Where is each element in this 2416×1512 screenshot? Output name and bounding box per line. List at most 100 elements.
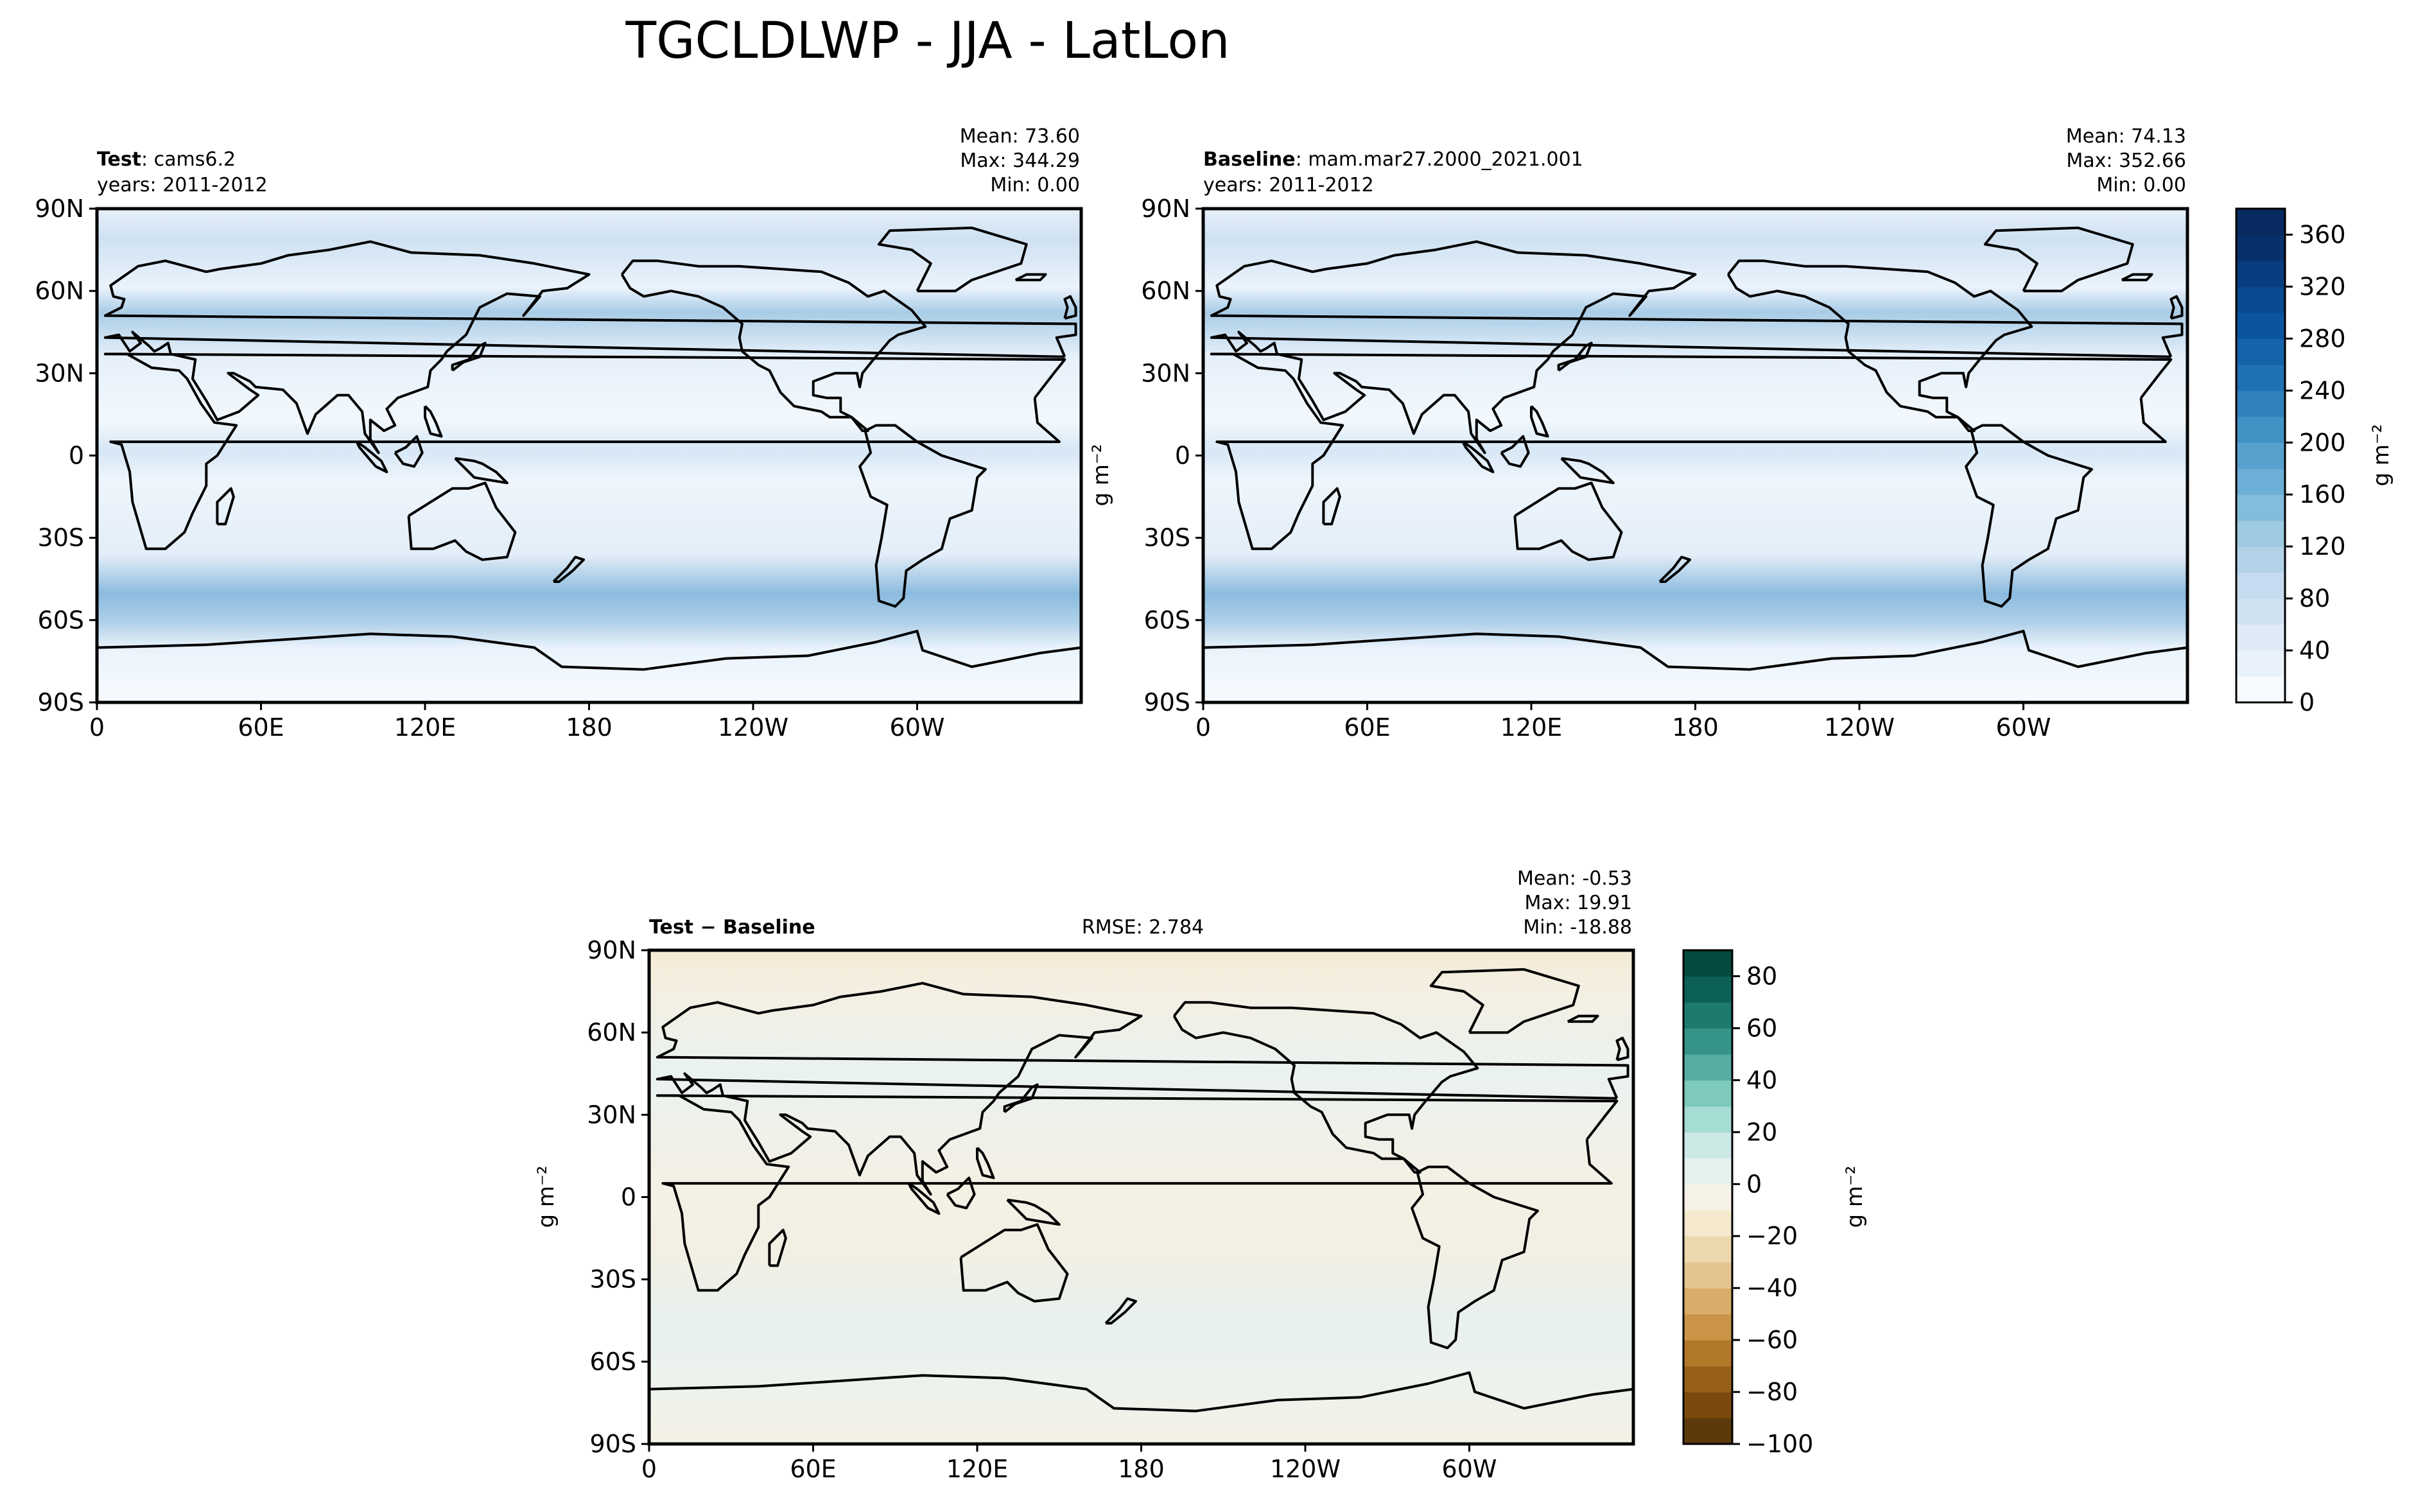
test-min: Min: 0.00 xyxy=(990,174,1080,196)
diff-colorbar-segment xyxy=(1683,1418,1732,1445)
baseline-coast-antarctica xyxy=(1203,629,2188,671)
main-colorbar-tick-label: 40 xyxy=(2299,636,2330,665)
diff-colorbar-tick-label: −80 xyxy=(1746,1378,1798,1406)
baseline-coastlines xyxy=(1203,226,2188,671)
main-colorbar-segment xyxy=(2236,598,2285,625)
test-xtick-label: 120W xyxy=(718,713,788,742)
diff-coast-iceland xyxy=(1567,1014,1599,1023)
baseline-label: Baseline: mam.mar27.2000_2021.001 xyxy=(1203,148,1583,171)
diff-ytick-label: 90N xyxy=(587,936,636,964)
diff-colorbar-tick-label: −40 xyxy=(1746,1274,1798,1302)
difference-panel: 0 60E 120E 180 120W 60W 90N 60N 30N 0 30S 60S 90S Te… xyxy=(534,867,1635,1483)
diff-colorbar-segment xyxy=(1683,1158,1732,1185)
diff-ytick-label: 0 xyxy=(621,1183,636,1212)
baseline-ytick-label: 0 xyxy=(1175,442,1190,470)
baseline-coast-britain xyxy=(2169,295,2184,320)
diff-colorbar-segment xyxy=(1683,1080,1732,1107)
baseline-ytick-label: 30S xyxy=(1144,524,1190,552)
diff-colorbar-segment xyxy=(1683,1054,1732,1081)
diff-units-label: g m⁻² xyxy=(534,1165,559,1228)
baseline-ytick-label: 30N xyxy=(1141,359,1190,387)
main-colorbar-units-label: g m⁻² xyxy=(2368,424,2394,486)
test-max: Max: 344.29 xyxy=(960,150,1080,172)
diff-colorbar-segment xyxy=(1683,1288,1732,1315)
baseline-coast-northAmerica xyxy=(1726,259,2033,432)
baseline-coast-europeAsia xyxy=(1210,240,2184,455)
test-ytick-label: 0 xyxy=(69,442,84,470)
main-colorbar-frame xyxy=(2235,207,2286,704)
baseline-years: years: 2011-2012 xyxy=(1203,174,1374,196)
diff-colorbar-segment xyxy=(1683,1210,1732,1237)
diff-xtick-label: 0 xyxy=(641,1455,657,1483)
baseline-units-label: g m⁻² xyxy=(1088,444,1114,506)
main-colorbar-tick-label: 160 xyxy=(2299,480,2346,508)
diff-max: Max: 19.91 xyxy=(1524,892,1632,914)
diff-xtick-label: 120E xyxy=(946,1455,1009,1483)
test-xtick-label: 180 xyxy=(566,713,613,742)
test-coast-southAmerica xyxy=(858,424,987,608)
baseline-coast-madagascar xyxy=(1322,487,1341,526)
diff-coast-japan xyxy=(1003,1083,1039,1113)
test-xtick-label: 120E xyxy=(394,713,456,742)
diff-colorbar-segment xyxy=(1683,1262,1732,1289)
test-coast-newZealand xyxy=(552,555,585,583)
baseline-xtick-label: 60E xyxy=(1344,713,1390,742)
test-coast-australia xyxy=(407,482,517,561)
test-xtick-label: 0 xyxy=(89,713,105,742)
main-colorbar-tick-label: 360 xyxy=(2299,220,2346,248)
diff-colorbar-tick-label: 40 xyxy=(1746,1066,1777,1094)
diff-coast-newGuinea xyxy=(1006,1198,1061,1226)
diff-coast-antarctica xyxy=(648,1371,1634,1412)
diff-colorbar-segment xyxy=(1683,1236,1732,1263)
baseline-xtick-label: 120W xyxy=(1824,713,1895,742)
baseline-ytick-label: 90S xyxy=(1144,688,1190,717)
page-title: TGCLDLWP - JJA - LatLon xyxy=(625,12,1230,70)
main-colorbar: 0 40 80 120 160 200 240 280 320 360 xyxy=(2235,207,2346,717)
diff-coast-newZealand xyxy=(1104,1297,1137,1325)
main-colorbar-segment xyxy=(2236,260,2285,288)
diff-colorbar-tick-label: 20 xyxy=(1746,1118,1777,1146)
test-panel: 0 60E 120E 180 120W 60W 90N 60N 30N 0 30S 60S 90S Te… xyxy=(35,125,1083,742)
main-colorbar-segment xyxy=(2236,624,2285,651)
baseline-max: Max: 352.66 xyxy=(2066,150,2186,172)
baseline-ytick-label: 60S xyxy=(1144,606,1190,634)
test-coast-africa xyxy=(103,352,1066,550)
diff-colorbar-segment xyxy=(1683,1028,1732,1055)
diff-map-field xyxy=(649,950,1633,1444)
main-colorbar-tick-label: 240 xyxy=(2299,376,2346,404)
test-mean: Mean: 73.60 xyxy=(960,125,1080,148)
main-colorbar-segment xyxy=(2236,676,2285,703)
diff-coastlines xyxy=(648,968,1634,1412)
diff-colorbar-segment xyxy=(1683,976,1732,1003)
test-ytick-label: 90N xyxy=(35,195,84,223)
baseline-coast-newGuinea xyxy=(1560,456,1615,485)
test-coast-northAmerica xyxy=(620,259,927,432)
main-colorbar-segment xyxy=(2236,286,2285,313)
test-coast-antarctica xyxy=(96,629,1082,671)
test-coast-europeAsia xyxy=(103,240,1077,455)
main-colorbar-segment xyxy=(2236,572,2285,599)
main-colorbar-tick-label: 320 xyxy=(2299,272,2346,300)
diff-colorbar-segment xyxy=(1683,1340,1732,1367)
main-colorbar-segment xyxy=(2236,494,2285,521)
diff-ytick-label: 60N xyxy=(587,1018,636,1047)
diff-xtick-label: 60E xyxy=(790,1455,836,1483)
diff-colorbar-segment xyxy=(1683,1392,1732,1419)
test-xtick-label: 60E xyxy=(238,713,284,742)
diff-colorbar-segment xyxy=(1683,950,1732,977)
diff-colorbar-tick-label: 80 xyxy=(1746,962,1777,990)
baseline-coast-philippines xyxy=(1530,405,1549,438)
diff-coast-australia xyxy=(959,1223,1069,1303)
main-colorbar-tick-label: 200 xyxy=(2299,428,2346,456)
diff-colorbar-frame xyxy=(1682,949,1734,1445)
main-colorbar-segment xyxy=(2236,650,2285,677)
main-colorbar-segment xyxy=(2236,442,2285,469)
diff-coast-northAmerica xyxy=(1172,1001,1479,1174)
main-colorbar-tick-label: 280 xyxy=(2299,324,2346,352)
baseline-coast-africa xyxy=(1210,352,2173,550)
diff-ytick-label: 60S xyxy=(590,1348,636,1376)
diff-colorbar-units-label: g m⁻² xyxy=(1842,1165,1868,1228)
diff-coast-greenland xyxy=(1429,968,1580,1034)
